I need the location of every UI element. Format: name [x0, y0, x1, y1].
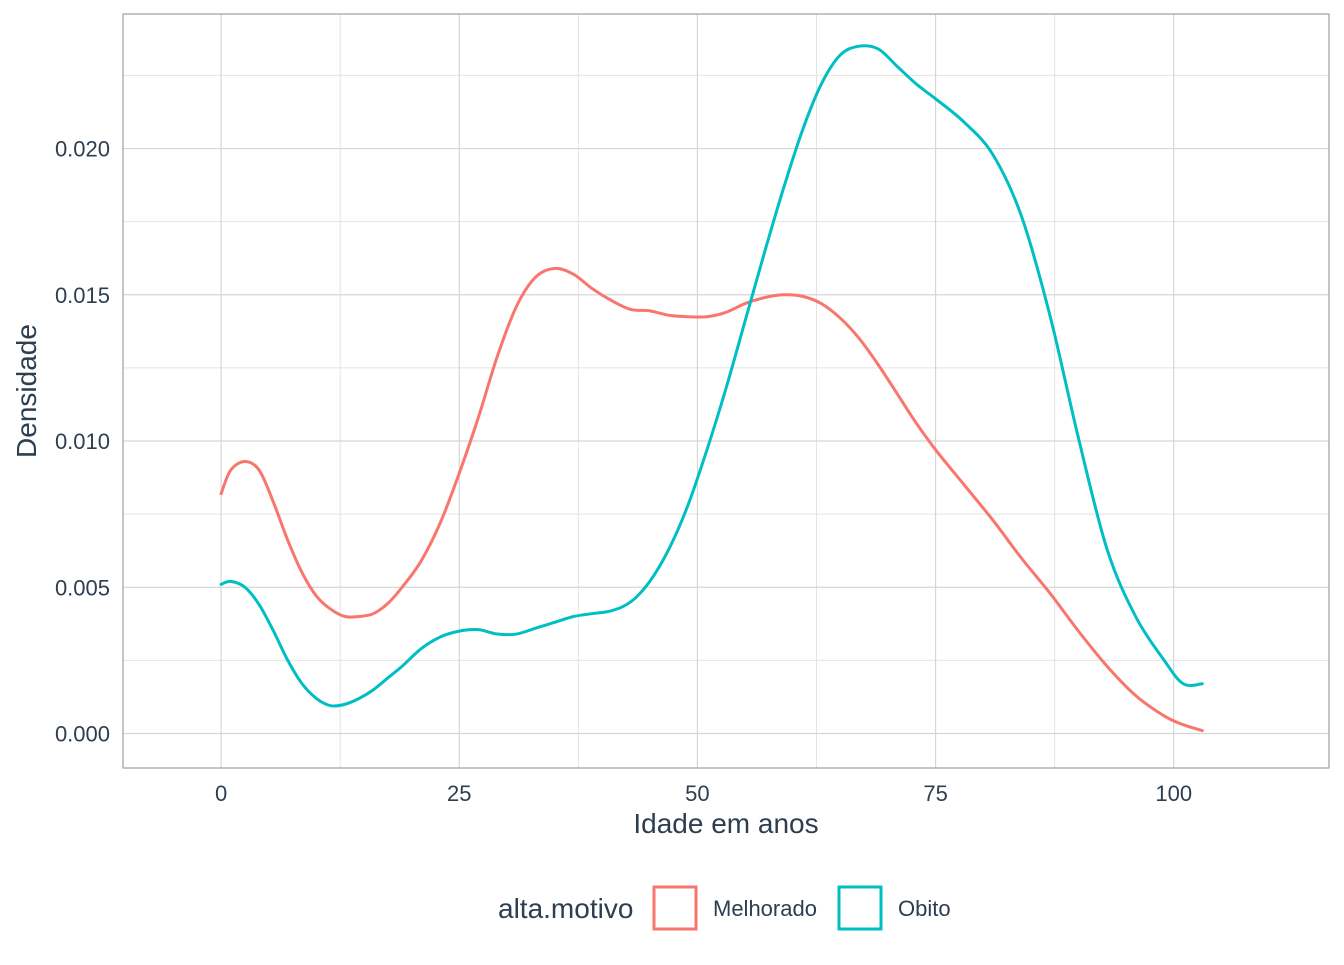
y-tick-label: 0.020 [55, 137, 110, 162]
legend-label-obito: Obito [898, 896, 951, 921]
x-tick-label: 0 [215, 781, 227, 806]
grid-lines [123, 14, 1329, 768]
legend-key-obito [837, 885, 883, 931]
density-lines [219, 44, 1204, 733]
x-tick-label: 75 [923, 781, 947, 806]
x-tick-label: 25 [447, 781, 471, 806]
legend-title: alta.motivo [498, 893, 633, 924]
legend-items: Melhorado Obito [652, 885, 951, 931]
legend: alta.motivo Melhorado Obito [498, 885, 951, 931]
y-tick-label: 0.005 [55, 575, 110, 600]
y-axis-title: Densidade [11, 324, 42, 458]
x-axis-ticks: 0 25 50 75 100 [215, 781, 1192, 806]
x-axis-title: Idade em anos [633, 808, 818, 839]
y-tick-label: 0.000 [55, 721, 110, 746]
series-line-melhorado [219, 266, 1204, 733]
legend-label-melhorado: Melhorado [713, 896, 817, 921]
series-line-obito [219, 44, 1204, 708]
panel-border [122, 13, 1330, 769]
legend-key-melhorado [652, 885, 698, 931]
y-axis-ticks: 0.000 0.005 0.010 0.015 0.020 [55, 137, 110, 747]
x-tick-label: 50 [685, 781, 709, 806]
y-tick-label: 0.010 [55, 429, 110, 454]
x-tick-label: 100 [1155, 781, 1192, 806]
y-tick-label: 0.015 [55, 283, 110, 308]
